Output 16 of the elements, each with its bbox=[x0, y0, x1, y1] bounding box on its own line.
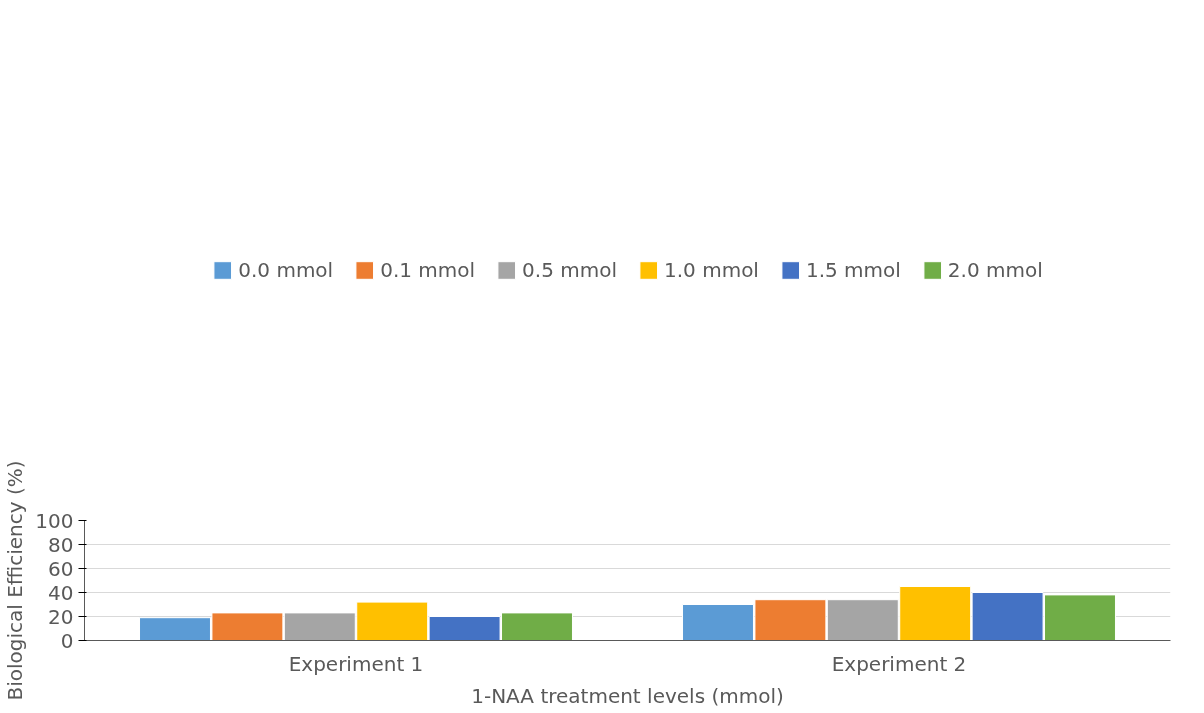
y-axis-title: Biological Efficiency (%) bbox=[3, 460, 28, 701]
y-tick-label: 0 bbox=[60, 628, 74, 653]
legend-label: 2.0 mmol bbox=[947, 258, 1043, 282]
x-tick-label: Experiment 2 bbox=[831, 651, 967, 676]
legend-label: 0.1 mmol bbox=[380, 258, 476, 282]
legend-label: 0.0 mmol bbox=[238, 258, 334, 282]
legend-label: 0.5 mmol bbox=[522, 258, 617, 282]
legend-label: 1.5 mmol bbox=[805, 258, 901, 282]
legend-label: 1.0 mmol bbox=[664, 258, 759, 282]
y-tick-label: 80 bbox=[48, 532, 74, 557]
x-axis-title: 1-NAA treatment levels (mmol) bbox=[471, 683, 784, 708]
x-tick-label: Experiment 1 bbox=[288, 651, 424, 676]
y-tick-label: 100 bbox=[35, 508, 74, 533]
y-tick-label: 40 bbox=[48, 580, 74, 605]
y-tick-label: 20 bbox=[48, 604, 74, 629]
y-tick-label: 60 bbox=[48, 556, 74, 581]
